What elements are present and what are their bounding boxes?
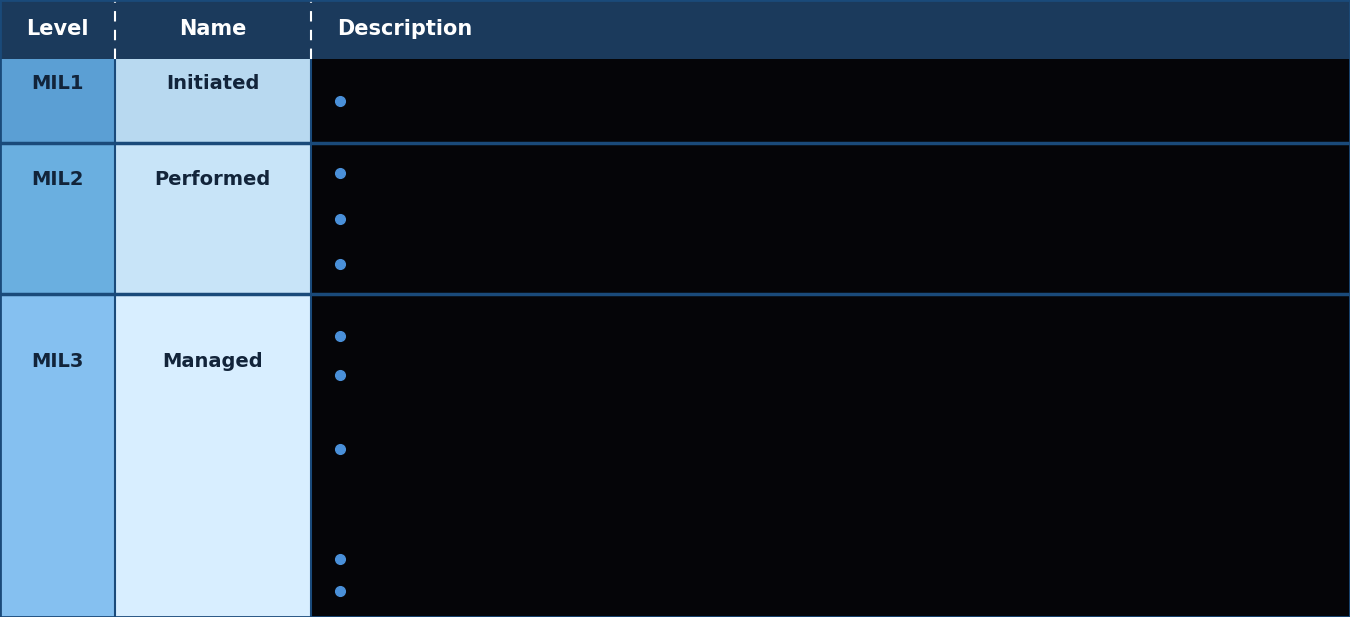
Bar [0,59,115,143]
Text: Description: Description [338,19,472,39]
Bar [310,143,1350,294]
Text: Performed: Performed [154,170,271,189]
Bar [0,143,115,294]
Bar [310,59,1350,143]
Bar [0,294,115,617]
Text: MIL3: MIL3 [31,352,84,371]
Text: MIL1: MIL1 [31,74,84,93]
Bar [115,59,311,143]
Bar [0,0,1350,59]
Bar [115,143,311,294]
Text: Initiated: Initiated [166,74,259,93]
Bar [115,294,311,617]
Text: Level: Level [26,19,89,39]
Text: MIL2: MIL2 [31,170,84,189]
Text: Managed: Managed [162,352,263,371]
Bar [310,294,1350,617]
Text: Name: Name [180,19,246,39]
